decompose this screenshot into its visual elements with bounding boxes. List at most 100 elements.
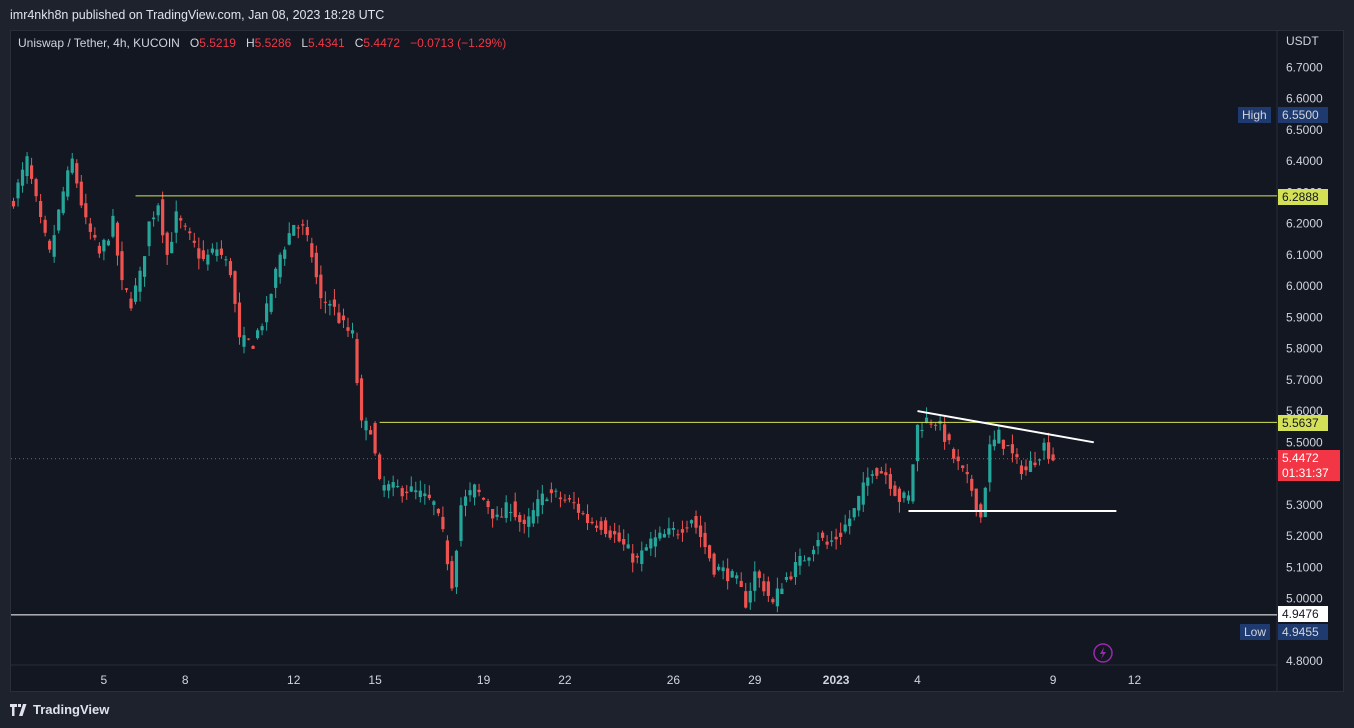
time-tick-label: 2023 (823, 673, 850, 687)
currency-label[interactable]: USDT (1286, 34, 1319, 48)
candle-body (197, 248, 201, 259)
candle-body (314, 252, 318, 278)
price-tick-label: 5.3000 (1286, 498, 1323, 512)
candle-body (929, 423, 933, 425)
candle-body (640, 550, 644, 564)
candle-body (956, 456, 960, 462)
candle-body (1046, 442, 1051, 459)
candle-body (441, 516, 445, 530)
candle-body (748, 590, 752, 603)
candle-body (260, 326, 264, 331)
candle-body (839, 532, 843, 537)
candle-body (120, 251, 124, 281)
trend-line (917, 410, 1094, 444)
candle-body (703, 532, 707, 548)
candle-body (604, 520, 608, 534)
candle-body (165, 232, 169, 255)
candle-body (793, 562, 798, 577)
candle-body (613, 531, 617, 535)
symbol-name[interactable]: Uniswap / Tether, 4h, KUCOIN (18, 36, 180, 50)
candle-body (1024, 466, 1028, 471)
candle-body (518, 514, 522, 523)
candle-body (952, 449, 956, 459)
footer-brand[interactable]: TradingView (10, 702, 109, 717)
candle-body (911, 464, 915, 502)
candle-body (689, 520, 694, 524)
candle-body (549, 489, 553, 494)
candle-body (594, 525, 599, 528)
candle-body (1006, 445, 1010, 447)
candle-body (436, 508, 440, 514)
price-tick-label: 6.4000 (1286, 154, 1323, 168)
candle-body (445, 540, 450, 565)
candle-body (802, 560, 807, 562)
candle-body (88, 223, 92, 232)
candle-body (626, 544, 630, 549)
candle-body (364, 420, 368, 431)
publish-header: imr4nkh8n published on TradingView.com, … (0, 0, 1354, 30)
candle-body (242, 335, 246, 347)
candle-body (753, 571, 757, 591)
candle-body (97, 245, 101, 254)
candle-body (25, 156, 29, 177)
candle-body (1051, 454, 1055, 461)
candle-body (558, 497, 563, 500)
candle-body (278, 254, 282, 278)
time-tick-label: 12 (1128, 673, 1142, 687)
candle-body (545, 499, 549, 502)
candle-body (879, 471, 883, 474)
high-value: 5.5286 (254, 36, 292, 50)
candle-body (576, 503, 581, 513)
candle-body (649, 538, 653, 549)
candle-body (653, 537, 657, 547)
candle-body (816, 540, 820, 547)
candle-body (504, 502, 508, 518)
candle-body (884, 472, 888, 476)
price-tick-label: 5.2000 (1286, 529, 1323, 543)
candle-body (57, 209, 61, 231)
candle-body (206, 254, 210, 265)
candle-body (115, 222, 120, 256)
price-tick-label: 5.9000 (1286, 310, 1323, 324)
low-label: L (301, 36, 309, 50)
price-tick-label: 5.5000 (1286, 435, 1323, 449)
candle-body (161, 199, 165, 236)
symbol-legend: Uniswap / Tether, 4h, KUCOIN O5.5219 H5.… (18, 36, 506, 50)
candle-body (671, 528, 676, 530)
close-value: 5.4472 (363, 36, 401, 50)
candle-body (391, 482, 395, 488)
candle-body (943, 424, 947, 442)
candle-body (450, 561, 454, 589)
candle-body (79, 181, 83, 206)
candle-body (897, 488, 902, 503)
candle-body (730, 571, 734, 578)
candle-body (396, 485, 400, 487)
candle-body (617, 532, 621, 542)
candle-body (554, 490, 558, 492)
candle-body (1033, 462, 1037, 466)
candle-body (1037, 459, 1042, 461)
candle-body (644, 547, 648, 551)
candle-body (138, 270, 142, 292)
candle-body (174, 211, 178, 233)
chart-frame[interactable] (10, 30, 1344, 692)
candle-body (346, 327, 350, 331)
candle-body (486, 501, 490, 508)
candle-body (780, 588, 784, 595)
price-tick-label: 5.8000 (1286, 342, 1323, 356)
candle-body (789, 576, 793, 580)
candle-body (622, 539, 626, 545)
candle-body (359, 378, 364, 421)
candle-body (183, 225, 187, 227)
price-tick-label: 5.1000 (1286, 560, 1323, 574)
candle-body (409, 486, 413, 492)
candle-body (432, 501, 436, 505)
candle-body (608, 530, 612, 538)
candle-body (400, 488, 404, 497)
time-tick-label: 8 (182, 673, 189, 687)
candle-body (1028, 460, 1033, 472)
candle-body (93, 235, 97, 238)
candle-body (997, 429, 1001, 444)
candle-body (974, 488, 978, 511)
